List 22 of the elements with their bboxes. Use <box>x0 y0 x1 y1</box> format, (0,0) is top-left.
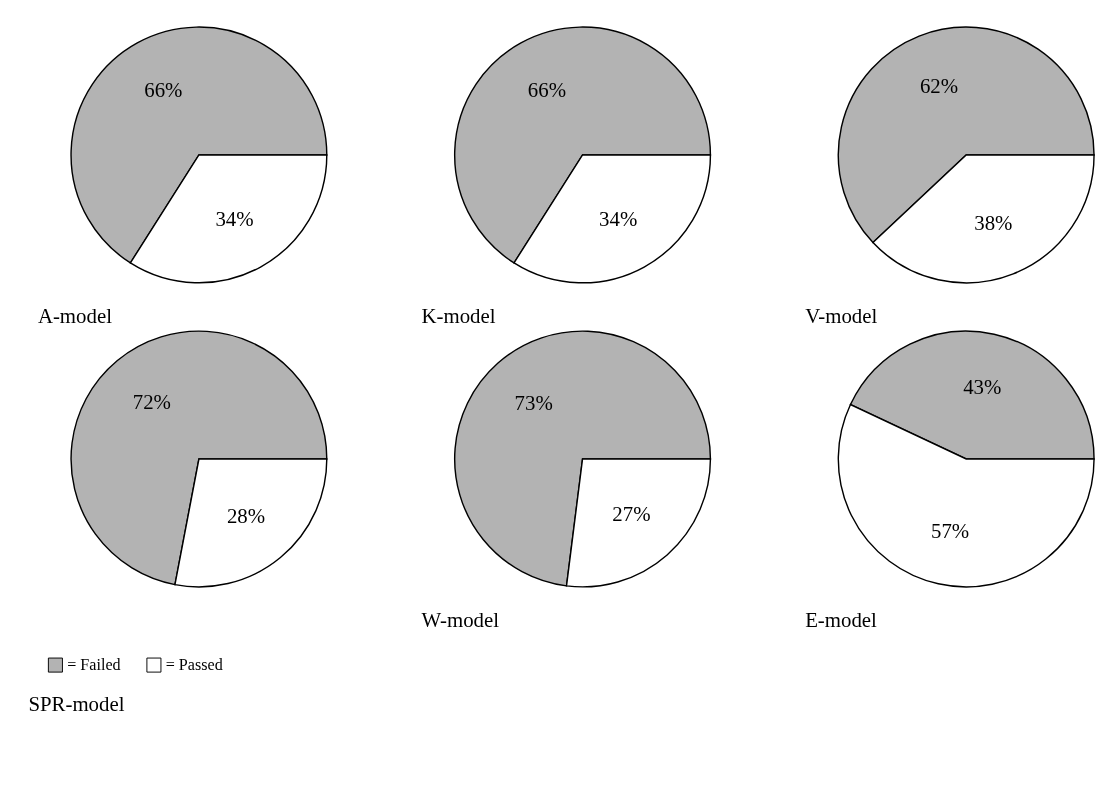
data-label: 34% <box>599 207 638 232</box>
data-label: 62% <box>919 73 959 98</box>
data-label: 27% <box>612 502 651 527</box>
data-label: 57% <box>930 518 970 543</box>
text: K-model <box>421 303 496 328</box>
text: SPR-model <box>28 691 125 716</box>
data-label: 28% <box>226 503 266 528</box>
data-label: 66% <box>144 77 183 102</box>
data-label: 38% <box>974 211 1013 236</box>
text: W-model <box>421 607 500 632</box>
legend-label: = Passed <box>165 655 223 673</box>
data-label: 73% <box>514 391 553 416</box>
pie-slice <box>70 330 328 586</box>
text: A-model <box>37 303 113 328</box>
pie-slice <box>454 330 712 587</box>
text: E-model <box>805 607 878 632</box>
data-label: 34% <box>215 207 254 232</box>
data-label: 66% <box>527 77 567 102</box>
data-label: 43% <box>963 374 1002 399</box>
text: V-model <box>805 303 878 328</box>
legend-label: = Failed <box>67 655 121 673</box>
data-label: 72% <box>132 389 171 414</box>
